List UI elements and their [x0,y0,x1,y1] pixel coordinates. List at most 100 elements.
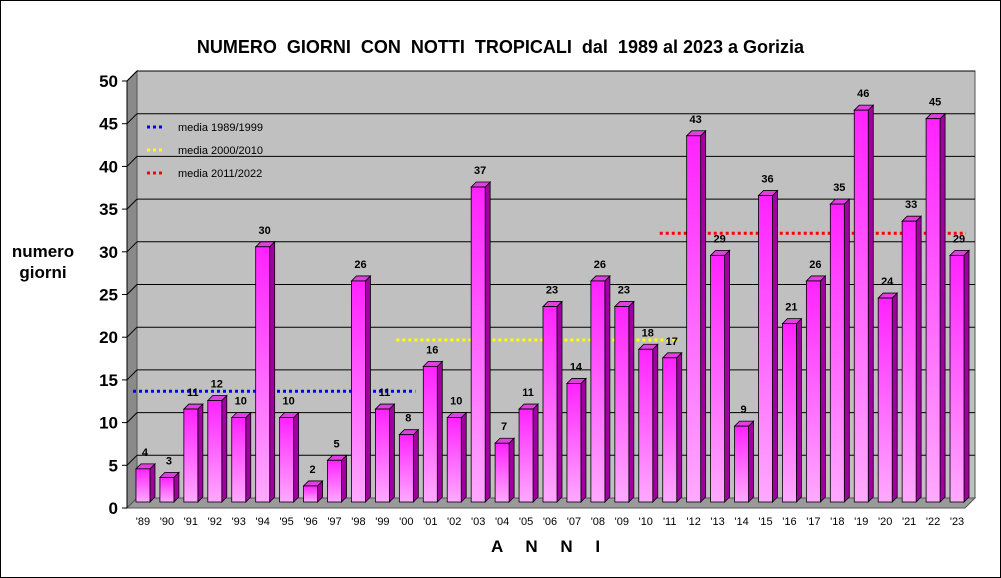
data-label: 33 [905,199,917,211]
bar-side [580,377,587,503]
bar-front [805,280,821,503]
bar-front [734,425,749,503]
bar-front [925,118,941,503]
bar-side [796,317,802,503]
data-label: 12 [211,379,223,391]
bar-side [891,292,898,503]
bar [565,377,587,503]
legend-label: media 1989/1999 [178,122,263,134]
data-label: 35 [833,182,845,194]
x-tick-label: '17 [806,516,820,528]
bar-front [590,280,606,503]
x-tick-label: '19 [854,516,868,528]
bar [925,112,947,503]
bar [350,274,372,503]
gridline-side [126,241,138,253]
bar-front [327,459,342,503]
bar-side [939,112,946,503]
bar [446,411,468,503]
data-label: 43 [690,114,702,126]
y-tick-label: 35 [99,200,118,219]
gridline-side [126,198,138,210]
y-tick-label: 0 [109,499,118,518]
x-tick-label: '89 [136,516,150,528]
y-tick-labels: 0 5 10 15 20 25 30 35 40 45 50 [99,72,118,518]
bar-side [867,104,874,503]
bar-side [293,411,300,503]
x-tick-label: '21 [902,516,916,528]
bar [374,403,396,503]
x-tick-label: '01 [423,516,437,528]
legend: media 1989/1999 media 2000/2010 media 2011… [147,122,263,180]
bar-side [748,420,754,503]
y-axis-label-line-2: giorni [19,263,67,282]
data-label: 26 [354,259,366,271]
bar-front [542,306,558,503]
bar-side [341,454,347,503]
data-labels: 4311121030102526118161037711231426231817… [142,88,965,476]
x-tick-label: '00 [399,516,413,528]
x-tick-label: '05 [519,516,533,528]
bar-front [422,365,438,503]
bar-side [556,300,563,503]
bar-front [686,135,702,503]
x-tick-label: '08 [591,516,605,528]
bar-front [494,442,510,503]
bar-front [638,348,654,503]
bar [685,129,707,503]
bar-front [782,323,797,503]
bar [494,437,516,503]
bar [326,454,348,503]
y-axis-label: numero giorni [4,241,82,283]
bar-front [207,400,223,503]
bar [398,428,420,503]
x-tick-label: '09 [615,516,629,528]
data-label: 24 [881,276,894,288]
x-tick-label: '92 [208,516,222,528]
bar-front [901,220,917,503]
bar-front [351,280,366,503]
data-label: 17 [666,336,678,348]
data-label: 16 [426,344,438,356]
bar [853,104,875,503]
x-tick-label: '99 [375,516,389,528]
data-label: 26 [809,259,821,271]
x-tick-label: '96 [303,516,317,528]
y-tick-label: 20 [99,328,118,347]
data-label: 3 [166,455,172,467]
x-tick-label: '94 [256,516,270,528]
data-label: 11 [522,387,534,399]
data-label: 23 [546,285,558,297]
bar [158,471,180,503]
data-label: 45 [929,97,941,109]
y-tick-label: 15 [99,371,118,390]
bar-front [829,203,845,503]
x-tick-label: '02 [447,516,461,528]
bar [877,292,899,503]
bar-front [446,417,462,503]
bar-front [853,109,869,503]
y-tick-label: 45 [99,115,118,134]
bar-side [149,462,156,503]
x-tick-label: '11 [663,516,677,528]
gridline-side [126,326,138,338]
y-tick-label: 25 [99,286,118,305]
x-tick-label: '04 [495,516,509,528]
bar-side [963,249,970,503]
bar-front [614,306,630,503]
data-label: 5 [333,438,339,450]
bar [613,300,635,503]
bar-front [949,254,965,503]
data-label: 11 [187,387,199,399]
data-label: 10 [235,396,247,408]
bar [637,343,659,503]
data-label: 14 [570,361,583,373]
bar-front [518,408,534,503]
bar [949,249,970,503]
bar-front [159,476,175,503]
bar [182,403,204,503]
bar-side [388,403,395,503]
x-tick-label: '22 [926,516,940,528]
data-label: 18 [642,327,654,339]
bar-side [843,198,850,503]
